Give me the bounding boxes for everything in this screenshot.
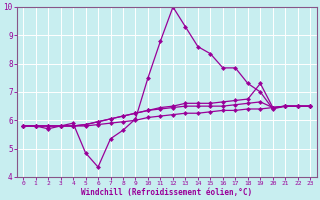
X-axis label: Windchill (Refroidissement éolien,°C): Windchill (Refroidissement éolien,°C) <box>81 188 252 197</box>
